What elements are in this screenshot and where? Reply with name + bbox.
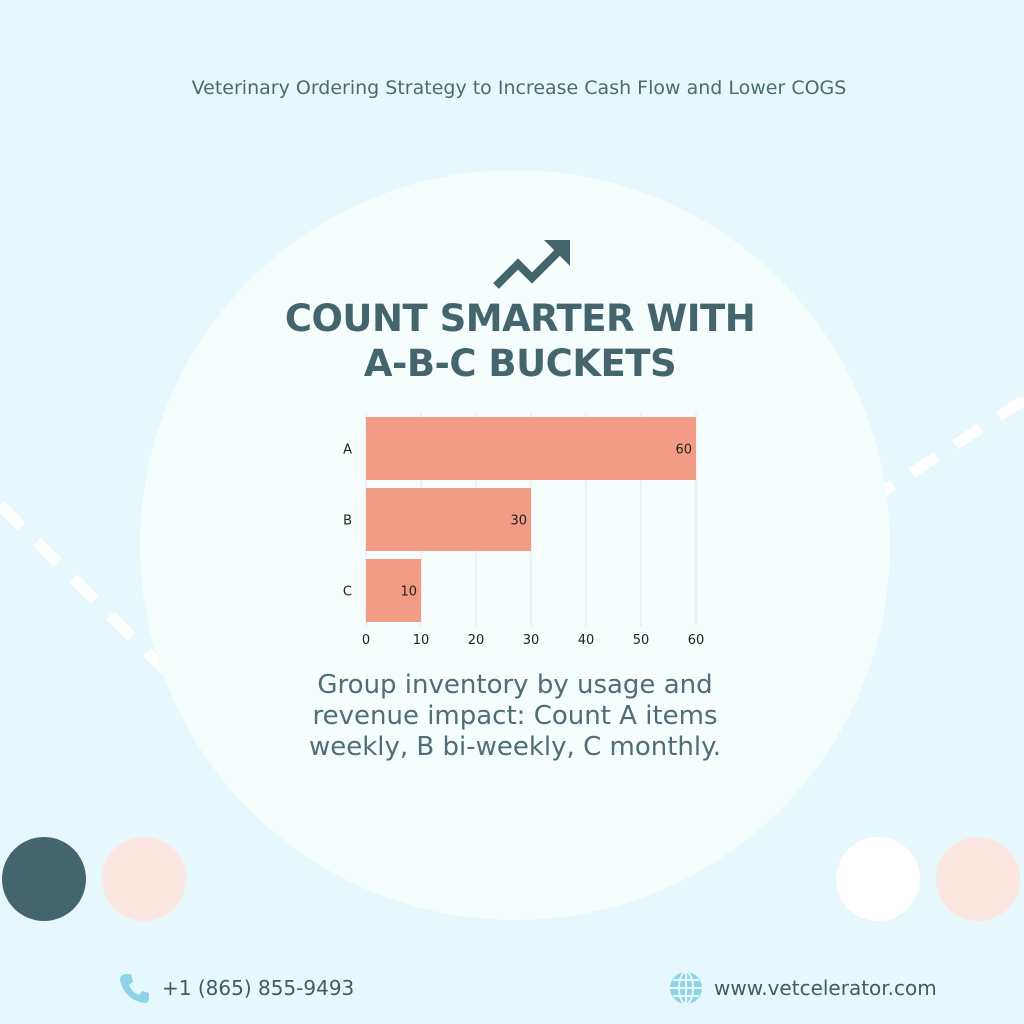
decorative-dot-peach-right [936,837,1020,921]
x-tick-label: 50 [633,633,650,645]
decorative-dot-dark [2,837,86,921]
headline-line-2: A-B-C BUCKETS [363,342,677,385]
abc-bar-chart: 0 10 20 30 40 50 60 A 60 B 30 C 10 [343,413,705,645]
data-label: 60 [675,443,692,458]
headline: COUNT SMARTER WITH A-B-C BUCKETS [270,296,770,386]
category-label: B [343,514,352,529]
description-text: Group inventory by usage and revenue imp… [308,670,722,762]
bar-a [366,417,696,480]
page-subtitle: Veterinary Ordering Strategy to Increase… [191,77,847,99]
x-tick-label: 20 [468,633,485,645]
trending-up-arrow-icon [493,240,570,289]
x-tick-label: 30 [523,633,540,645]
website-url: www.vetcelerator.com [714,976,937,1000]
category-label: A [343,443,352,458]
category-label: C [343,585,352,600]
decorative-dot-white [836,837,920,921]
x-tick-label: 0 [362,633,370,645]
bar-c [366,559,421,622]
data-label: 10 [400,585,417,600]
bar-b [366,488,531,551]
data-label: 30 [510,514,527,529]
globe-icon [670,971,702,1005]
phone-number: +1 (865) 855-9493 [162,976,355,1000]
phone-contact[interactable]: +1 (865) 855-9493 [118,968,354,1008]
website-contact[interactable]: www.vetcelerator.com [668,968,937,1008]
headline-line-1: COUNT SMARTER WITH [284,297,756,340]
decorative-dot-peach [102,837,186,921]
x-tick-label: 60 [688,633,705,645]
x-tick-label: 10 [413,633,430,645]
x-tick-label: 40 [578,633,595,645]
phone-icon [120,974,149,1003]
